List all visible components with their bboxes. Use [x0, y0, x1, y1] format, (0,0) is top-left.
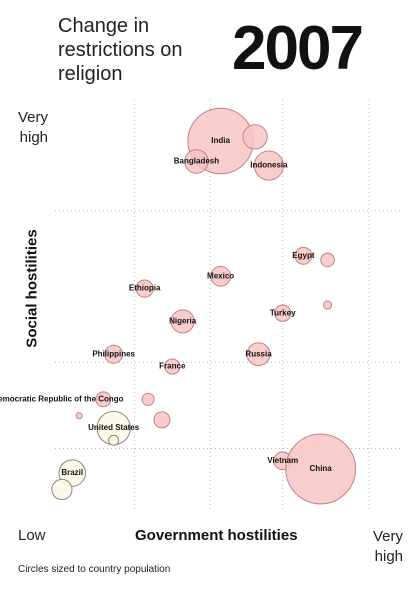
- x-high-label: Very high: [372, 528, 403, 565]
- bubble: [170, 309, 195, 334]
- bubble-label: Brazil: [61, 468, 83, 477]
- bubble-label: Turkey: [270, 308, 296, 317]
- bubble: [253, 150, 284, 181]
- bubble-label: Russia: [245, 349, 272, 358]
- x-axis-label: Government hostilities: [135, 527, 298, 544]
- bubble: [108, 434, 120, 446]
- bubble-label: Indonesia: [250, 161, 288, 170]
- bubble-label: Ethiopia: [129, 284, 161, 293]
- bubble-label: Philippines: [92, 349, 135, 358]
- bubble: [274, 304, 292, 322]
- bubble: [246, 342, 271, 367]
- bubble-label: Nigeria: [169, 317, 197, 326]
- bubble: [322, 300, 333, 310]
- chart-title: Change in restrictions on religion: [58, 15, 183, 85]
- bubble: [95, 391, 112, 408]
- bubble: [242, 124, 268, 150]
- bubble: [210, 265, 231, 287]
- bubble: [141, 392, 155, 406]
- bubble-label: China: [310, 464, 333, 473]
- bubble-label: United States: [88, 423, 140, 432]
- bubble: [153, 411, 171, 429]
- bubble: [164, 358, 181, 375]
- bubble-label: Vietnam: [267, 456, 298, 465]
- bubble: [184, 149, 209, 174]
- bubble-label: India: [211, 136, 230, 145]
- bubble-label: Mexico: [207, 271, 234, 280]
- bubble-label: France: [159, 362, 186, 371]
- bubble-label: Bangladesh: [174, 157, 219, 166]
- bubble-label: Egypt: [292, 251, 315, 260]
- bubble: [294, 246, 313, 265]
- year: 2007: [232, 14, 364, 83]
- bubble: [320, 252, 335, 268]
- x-low-label: Low: [18, 527, 46, 544]
- chart: India Bangladesh Indonesia Egypt Mexico Ethio…: [0, 100, 400, 510]
- y-high-label: Very high: [17, 109, 48, 146]
- bubble-label: Democratic Republic of the Congo: [0, 394, 124, 403]
- note: Circles sized to country population: [18, 564, 171, 575]
- bubble: [285, 433, 357, 505]
- bubble: [135, 279, 154, 298]
- bubble: [51, 478, 73, 501]
- bubble: [75, 412, 83, 420]
- bubble: [104, 344, 124, 364]
